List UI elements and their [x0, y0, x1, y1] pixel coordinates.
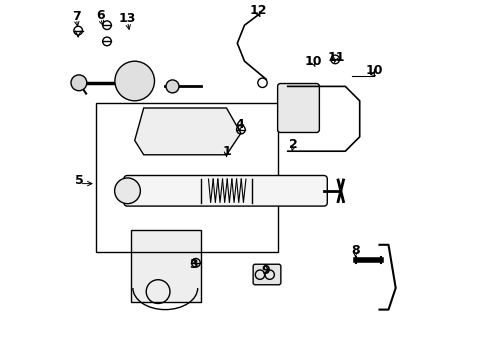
Text: 11: 11 [326, 51, 344, 64]
Text: 3: 3 [189, 258, 197, 271]
Text: 7: 7 [72, 10, 81, 23]
FancyBboxPatch shape [253, 264, 280, 285]
Polygon shape [131, 230, 201, 302]
Text: 9: 9 [261, 264, 269, 277]
Polygon shape [134, 108, 241, 155]
FancyBboxPatch shape [277, 84, 319, 132]
Text: 12: 12 [249, 4, 266, 17]
FancyBboxPatch shape [123, 176, 326, 206]
Text: 10: 10 [304, 55, 322, 68]
Bar [96, 103, 277, 252]
Text: 5: 5 [75, 174, 84, 187]
Text: 10: 10 [365, 64, 382, 77]
Text: 2: 2 [288, 138, 297, 150]
Text: 6: 6 [96, 9, 104, 22]
Circle shape [166, 80, 179, 93]
Text: 8: 8 [350, 244, 359, 257]
Circle shape [115, 61, 154, 101]
Text: 4: 4 [235, 118, 244, 131]
Circle shape [71, 75, 87, 91]
Text: 13: 13 [119, 12, 136, 25]
Circle shape [114, 178, 140, 204]
Text: 1: 1 [222, 145, 230, 158]
